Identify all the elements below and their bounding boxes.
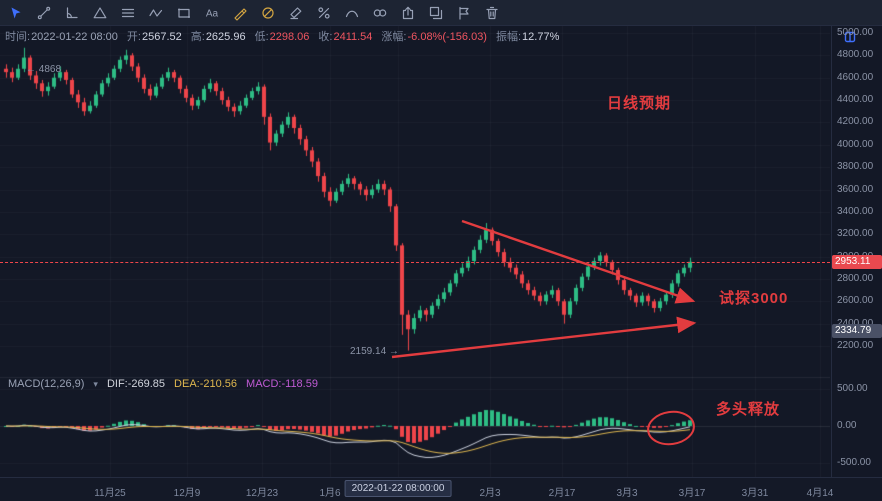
horizontal-lines-tool[interactable] [118, 3, 138, 23]
price-tick: 3400.00 [837, 205, 874, 217]
price-tick: 2200.00 [837, 340, 874, 351]
eraser-tool[interactable] [286, 3, 306, 23]
price-tick: 3200.00 [837, 228, 874, 240]
pointer-tool[interactable] [6, 3, 26, 23]
macd-params-label: MACD(12,26,9) [8, 378, 85, 390]
price-tick: 4400.00 [837, 94, 874, 106]
info-field: 开:2567.52 [126, 31, 182, 43]
trend-line-tool[interactable] [34, 3, 54, 23]
annotation-bulls-release[interactable]: 多头释放 [716, 401, 781, 418]
price-tick: 4200.00 [837, 116, 874, 128]
marker-tool[interactable] [258, 3, 278, 23]
macd-tick: 0.00 [837, 420, 857, 431]
text-tool[interactable]: Aa [202, 3, 222, 23]
rectangle-tool[interactable] [174, 3, 194, 23]
time-label: 2月3 [479, 488, 501, 499]
current-price-tag: 2953.11 [832, 254, 882, 269]
current-price-line [0, 261, 830, 263]
annotation-daily-expectation[interactable]: 日线预期 [607, 95, 672, 112]
time-label: 12月23 [245, 488, 279, 499]
macd-tick: 500.00 [837, 383, 868, 394]
session-low-marker: 2159.14 → [350, 346, 399, 357]
price-tick: 2400.00 [837, 318, 873, 329]
time-axis[interactable]: 11月25 12月9 12月23 1月6 2022-01-22 08:00:00 2月3 2… [0, 477, 882, 501]
info-field: 时间:2022-01-22 08:00 [5, 31, 118, 43]
time-label: 3月17 [678, 488, 706, 499]
info-field: 收:2411.54 [318, 31, 373, 43]
price-tick: 3800.00 [837, 161, 874, 173]
macd-header: MACD(12,26,9) ▾ DIF:-269.85 DEA:-210.56 … [8, 378, 318, 390]
price-tick: 2800.00 [837, 272, 874, 284]
time-label: 2月17 [548, 488, 576, 499]
macd-tick: -500.00 [837, 457, 871, 468]
price-tick: 3600.00 [837, 183, 874, 195]
price-tick: 2600.00 [837, 295, 874, 307]
price-axis[interactable]: 2953.11 2334.79 5000.00 4800.00 4600.00 440… [831, 25, 882, 477]
copy-tool[interactable] [426, 3, 446, 23]
time-label: 11月25 [94, 488, 126, 499]
secondary-price-tag: 2334.79 [832, 323, 882, 338]
cycle-tool[interactable] [370, 3, 390, 23]
candlestick-chart[interactable] [0, 25, 830, 477]
brush-tool[interactable] [230, 3, 250, 23]
info-field: 振幅:12.77% [495, 31, 560, 43]
macd-collapse-caret-icon[interactable]: ▾ [93, 378, 98, 389]
time-label: 3月3 [616, 488, 638, 499]
percent-tool[interactable] [314, 3, 334, 23]
time-label: 12月9 [173, 488, 201, 499]
annotation-test-3000[interactable]: 试探3000 [719, 290, 789, 307]
time-label-selected: 2022-01-22 08:00:00 [344, 480, 452, 497]
delete-tool[interactable] [482, 3, 502, 23]
flag-tool[interactable] [454, 3, 474, 23]
price-tick: 4800.00 [837, 49, 874, 61]
price-tick: 5000.00 [837, 27, 874, 38]
triangle-tool[interactable] [90, 3, 110, 23]
time-label: 1月6 [319, 488, 341, 499]
axis-panel-icon[interactable] [844, 30, 856, 48]
pattern-tool[interactable] [342, 3, 362, 23]
info-field: 高:2625.96 [190, 31, 246, 43]
svg-text:Aa: Aa [206, 8, 219, 19]
angle-tool[interactable] [62, 3, 82, 23]
time-label: 4月14 [806, 488, 834, 499]
info-field: 涨幅:-6.08%(-156.03) [381, 31, 487, 43]
ohlc-info-bar: 时间:2022-01-22 08:00 开:2567.52 高:2625.96 低:2… [5, 28, 559, 44]
wave-tool[interactable] [146, 3, 166, 23]
drawing-toolbar: Aa [0, 0, 882, 26]
price-tick: 4000.00 [837, 138, 874, 150]
price-tick: 4600.00 [837, 71, 874, 83]
export-tool[interactable] [398, 3, 418, 23]
macd-dea-value: DEA:-210.56 [174, 378, 238, 390]
info-field: 低:2298.06 [254, 31, 310, 43]
time-label: 3月31 [741, 488, 769, 499]
session-high-marker: ← 4868 [26, 64, 62, 75]
macd-dif-value: DIF:-269.85 [106, 378, 166, 390]
macd-hist-value: MACD:-118.59 [246, 378, 318, 390]
